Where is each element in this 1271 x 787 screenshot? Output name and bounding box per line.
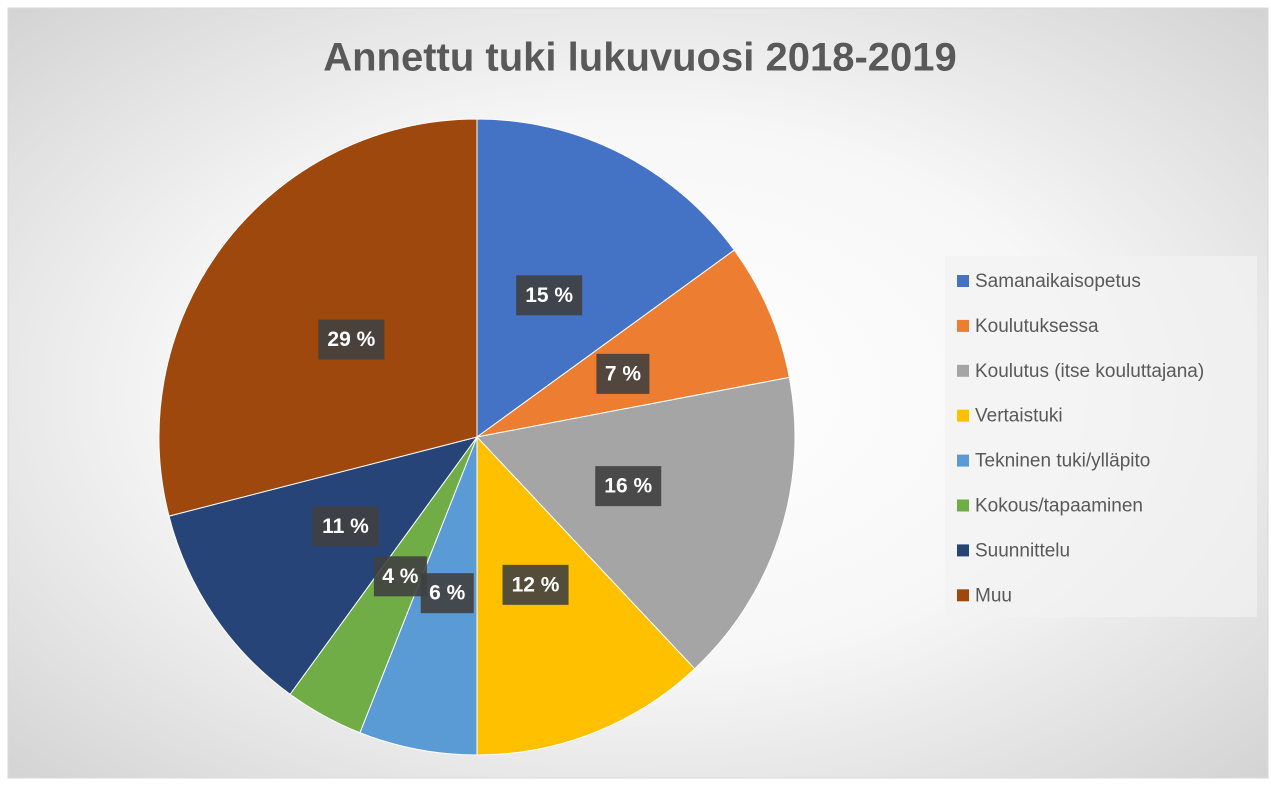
data-label: 7 % xyxy=(605,362,642,385)
data-label-box xyxy=(318,319,385,360)
legend-swatch xyxy=(957,589,969,602)
legend-label: Tekninen tuki/ylläpito xyxy=(975,451,1150,472)
legend-label: Koulutuksessa xyxy=(975,316,1099,337)
legend-label: Koulutus (itse kouluttajana) xyxy=(975,361,1204,382)
pie-slice xyxy=(476,118,735,438)
data-label: 29 % xyxy=(327,328,375,351)
legend-label: Kokous/tapaaminen xyxy=(975,496,1143,517)
data-label-box xyxy=(373,556,427,597)
data-label: 6 % xyxy=(429,582,466,605)
pie-slice xyxy=(476,435,696,756)
legend-swatch xyxy=(957,544,969,557)
legend-box xyxy=(945,256,1257,617)
data-label-box xyxy=(596,353,650,394)
legend-swatch xyxy=(957,364,969,377)
legend-swatch xyxy=(957,409,969,422)
legend-label: Muu xyxy=(975,585,1012,606)
legend-swatch xyxy=(957,275,969,287)
pie-slice xyxy=(476,249,790,438)
data-label: 4 % xyxy=(382,565,419,588)
data-label: 11 % xyxy=(322,515,369,538)
data-label-box xyxy=(312,506,379,547)
data-label-box xyxy=(420,573,474,614)
legend-swatch xyxy=(957,499,969,512)
legend-label: Suunnittelu xyxy=(975,540,1070,561)
data-label-box xyxy=(516,275,583,316)
legend-swatch xyxy=(957,319,969,332)
pie-slice xyxy=(158,118,478,517)
data-label: 12 % xyxy=(512,573,560,596)
legend-label: Samanaikaisopetus xyxy=(975,271,1141,292)
chart-title: Annettu tuki lukuvuosi 2018-2019 xyxy=(323,36,957,80)
legend-swatch xyxy=(957,454,969,467)
data-label-box xyxy=(502,564,569,605)
pie-slice xyxy=(168,436,479,695)
data-label: 15 % xyxy=(525,284,573,307)
data-label-box xyxy=(595,466,662,507)
legend-label: Vertaistuki xyxy=(975,406,1063,427)
data-label: 16 % xyxy=(604,475,652,498)
pie-slice xyxy=(476,376,796,670)
